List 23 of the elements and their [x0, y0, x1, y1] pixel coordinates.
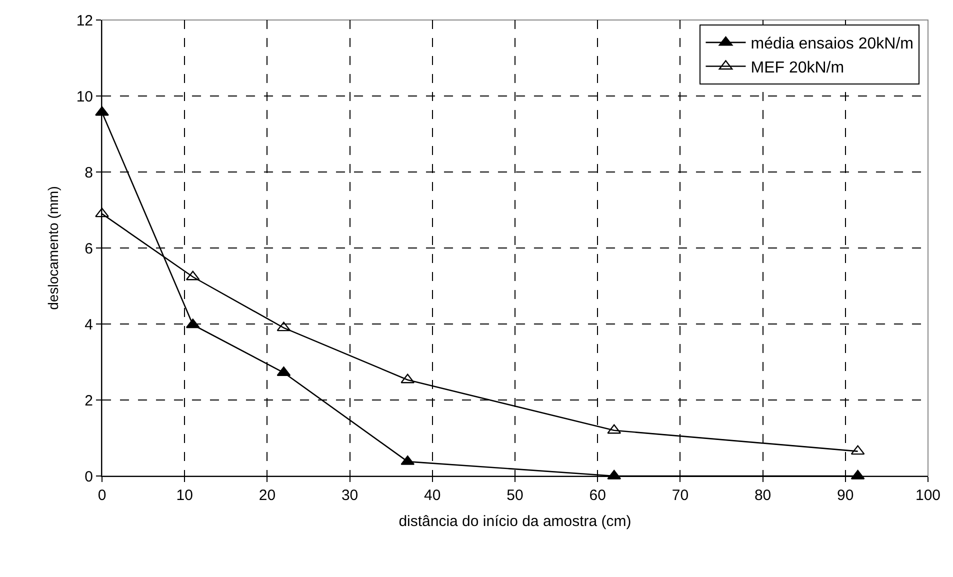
y-tick-label: 2 [84, 392, 93, 410]
y-axis-title: deslocamento (mm) [44, 186, 61, 310]
x-tick-label: 30 [341, 487, 358, 504]
x-tick-label: 80 [754, 487, 772, 504]
y-tick-label: 4 [84, 316, 93, 334]
x-tick-label: 60 [589, 487, 606, 504]
x-tick-label: 20 [258, 487, 276, 504]
legend-label: MEF 20kN/m [750, 60, 844, 76]
x-tick-label: 50 [506, 487, 524, 504]
y-tick-label: 10 [76, 88, 93, 106]
x-tick-label: 0 [98, 487, 106, 504]
y-tick-label: 6 [84, 240, 93, 258]
legend-label: média ensaios 20kN/m [750, 36, 914, 53]
x-tick-label: 70 [672, 487, 689, 504]
x-tick-label: 100 [915, 487, 941, 504]
y-tick-label: 0 [84, 468, 93, 486]
x-tick-label: 90 [837, 487, 854, 504]
y-tick-label: 8 [84, 164, 93, 182]
x-axis-title: distância do início da amostra (cm) [398, 513, 632, 530]
point [95, 208, 109, 218]
x-tick-label: 10 [176, 487, 193, 504]
x-tick-label: 40 [424, 487, 441, 504]
y-tick-label: 12 [76, 12, 93, 30]
